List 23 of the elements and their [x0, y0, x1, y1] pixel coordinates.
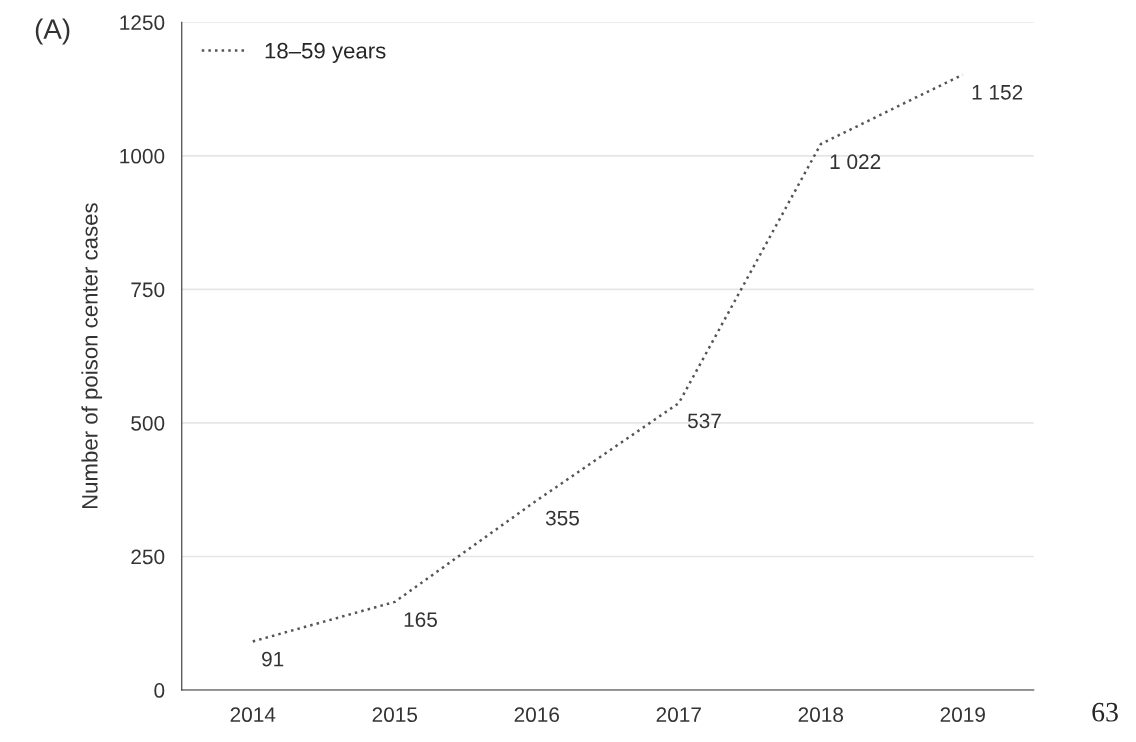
x-tick-label: 2014: [230, 707, 276, 723]
y-tick-label: 1000: [120, 148, 165, 164]
y-tick-label: 500: [131, 415, 165, 431]
data-label: 165: [404, 612, 437, 627]
y-axis-title: Number of poison center cases: [81, 203, 103, 509]
y-tick-label: 250: [131, 549, 165, 565]
x-tick-label: 2016: [514, 707, 560, 723]
legend-label: 18–59 years: [265, 42, 386, 63]
data-label: 355: [545, 510, 579, 526]
data-label: 1 152: [972, 84, 1023, 100]
line-series: [251, 73, 965, 643]
y-tick-label: 1250: [120, 15, 165, 31]
data-label: 537: [687, 413, 721, 429]
y-tick-label: 0: [154, 683, 165, 698]
text: (A): [35, 18, 70, 45]
x-tick-label: 2017: [656, 707, 701, 723]
x-tick-label: 2015: [372, 707, 418, 723]
data-label: 91: [262, 651, 284, 667]
x-tick-label: 2019: [940, 707, 985, 723]
y-tick-label: 750: [131, 282, 165, 298]
data-label: 1 022: [830, 154, 881, 170]
text: 63: [1092, 702, 1118, 722]
x-tick-label: 2018: [798, 707, 844, 723]
